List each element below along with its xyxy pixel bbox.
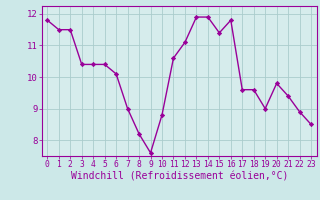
X-axis label: Windchill (Refroidissement éolien,°C): Windchill (Refroidissement éolien,°C) (70, 172, 288, 182)
